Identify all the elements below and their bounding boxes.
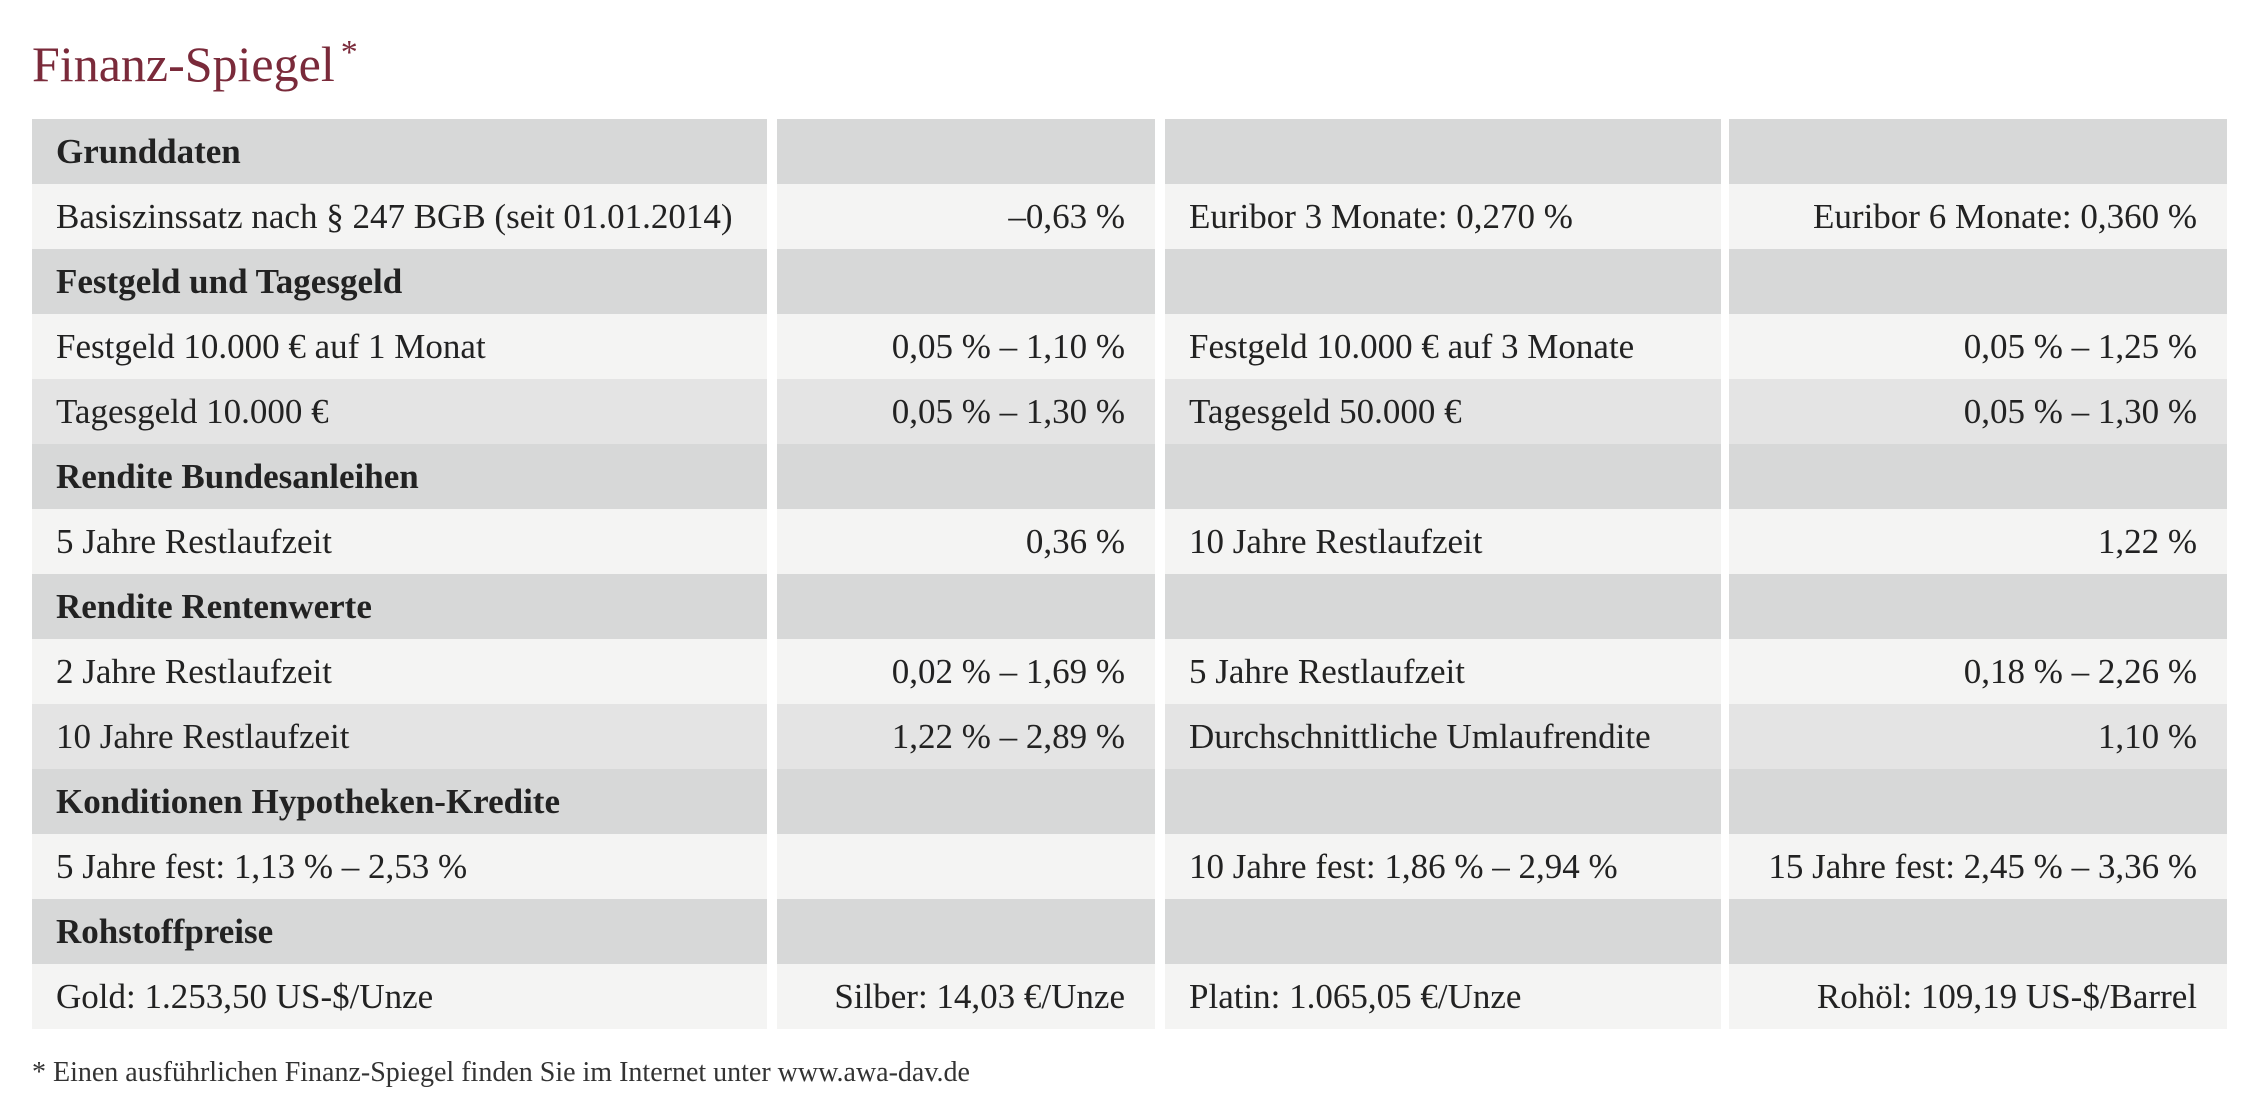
section-cell xyxy=(1729,249,2227,314)
table-cell: Euribor 6 Monate: 0,360 % xyxy=(1729,184,2227,249)
section-cell xyxy=(1165,574,1721,639)
table-cell: Basiszinssatz nach § 247 BGB (seit 01.01… xyxy=(32,184,767,249)
title-marker: * xyxy=(340,34,358,71)
section-cell xyxy=(777,249,1155,314)
section-cell: Festgeld und Tagesgeld xyxy=(32,249,767,314)
section-cell xyxy=(777,899,1155,964)
section-cell xyxy=(1729,769,2227,834)
section-cell: Konditionen Hypotheken-Kredite xyxy=(32,769,767,834)
section-cell xyxy=(1729,574,2227,639)
section-cell xyxy=(1729,899,2227,964)
table-cell: 0,05 % – 1,25 % xyxy=(1729,314,2227,379)
table-cell: 2 Jahre Restlaufzeit xyxy=(32,639,767,704)
section-cell xyxy=(777,444,1155,509)
table-cell: 10 Jahre Restlaufzeit xyxy=(1165,509,1721,574)
table-cell: 5 Jahre Restlaufzeit xyxy=(32,509,767,574)
table-cell: 0,05 % – 1,30 % xyxy=(777,379,1155,444)
section-cell xyxy=(777,769,1155,834)
table-cell: 0,36 % xyxy=(777,509,1155,574)
title-text: Finanz-Spiegel xyxy=(32,36,335,92)
table-cell: Tagesgeld 50.000 € xyxy=(1165,379,1721,444)
table-cell: 10 Jahre Restlaufzeit xyxy=(32,704,767,769)
section-cell xyxy=(1165,444,1721,509)
footnote: * Einen ausführlichen Finanz-Spiegel fin… xyxy=(32,1057,970,1088)
table-cell: 0,18 % – 2,26 % xyxy=(1729,639,2227,704)
section-cell: Rohstoffpreise xyxy=(32,899,767,964)
section-cell: Grunddaten xyxy=(32,119,767,184)
table-cell: Gold: 1.253,50 US-$/Unze xyxy=(32,964,767,1029)
table-cell: 1,10 % xyxy=(1729,704,2227,769)
section-cell xyxy=(1165,249,1721,314)
table-cell: Festgeld 10.000 € auf 1 Monat xyxy=(32,314,767,379)
table-cell: 0,05 % – 1,30 % xyxy=(1729,379,2227,444)
section-cell xyxy=(1165,769,1721,834)
table-cell: 0,05 % – 1,10 % xyxy=(777,314,1155,379)
table-cell: 0,02 % – 1,69 % xyxy=(777,639,1155,704)
table-cell: 1,22 % – 2,89 % xyxy=(777,704,1155,769)
section-cell xyxy=(777,574,1155,639)
section-cell xyxy=(1165,899,1721,964)
table-cell: Silber: 14,03 €/Unze xyxy=(777,964,1155,1029)
table-cell: 1,22 % xyxy=(1729,509,2227,574)
table-cell: Platin: 1.065,05 €/Unze xyxy=(1165,964,1721,1029)
table-cell: 15 Jahre fest: 2,45 % – 3,36 % xyxy=(1729,834,2227,899)
section-cell xyxy=(1729,119,2227,184)
table-cell: Durchschnittliche Umlaufrendite xyxy=(1165,704,1721,769)
table-cell: Euribor 3 Monate: 0,270 % xyxy=(1165,184,1721,249)
table-cell: Rohöl: 109,19 US-$/Barrel xyxy=(1729,964,2227,1029)
section-cell: Rendite Bundesanleihen xyxy=(32,444,767,509)
table-cell: –0,63 % xyxy=(777,184,1155,249)
table-cell xyxy=(777,834,1155,899)
table-cell: 10 Jahre fest: 1,86 % – 2,94 % xyxy=(1165,834,1721,899)
table-cell: 5 Jahre Restlaufzeit xyxy=(1165,639,1721,704)
section-cell: Rendite Rentenwerte xyxy=(32,574,767,639)
section-cell xyxy=(1165,119,1721,184)
title: Finanz-Spiegel * xyxy=(32,34,358,93)
section-cell xyxy=(1729,444,2227,509)
table-cell: Tagesgeld 10.000 € xyxy=(32,379,767,444)
section-cell xyxy=(777,119,1155,184)
table-cell: Festgeld 10.000 € auf 3 Monate xyxy=(1165,314,1721,379)
table-cell: 5 Jahre fest: 1,13 % – 2,53 % xyxy=(32,834,767,899)
